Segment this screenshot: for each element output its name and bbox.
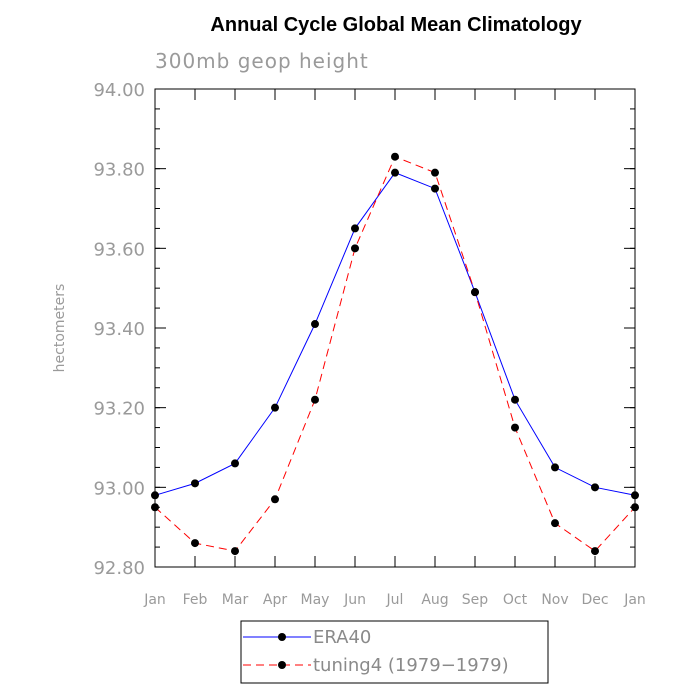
- x-tick-label: Mar: [222, 592, 249, 608]
- legend-box: [240, 620, 549, 684]
- data-point: [391, 168, 399, 177]
- data-point: [351, 244, 359, 253]
- series-layer: [151, 152, 639, 556]
- data-point: [511, 395, 519, 404]
- x-tick-label: Oct: [503, 592, 528, 608]
- data-point: [191, 539, 199, 548]
- data-point: [431, 184, 439, 193]
- data-point: [511, 423, 519, 432]
- x-tick-label: Aug: [421, 592, 448, 608]
- data-point: [551, 463, 559, 472]
- y-tick-labels: 92.80 93.00 93.20 93.40 93.60 93.80 94.00: [93, 80, 145, 579]
- x-tick-label: Nov: [541, 592, 568, 608]
- legend-marker-tuning4: [278, 661, 286, 669]
- x-tick-label: Dec: [581, 592, 608, 608]
- y-tick-label: 93.60: [93, 239, 145, 260]
- data-point: [271, 403, 279, 412]
- y-tick-label: 93.40: [93, 319, 145, 340]
- data-point: [151, 491, 159, 500]
- x-tick-label: Feb: [183, 592, 208, 608]
- data-point: [591, 483, 599, 492]
- y-tick-label: 93.20: [93, 399, 145, 420]
- chart-subtitle: 300mb geop height: [155, 49, 369, 73]
- y-tick-label: 93.80: [93, 160, 145, 181]
- x-tick-label: Jan: [143, 592, 166, 608]
- x-tick-label: May: [301, 592, 330, 608]
- data-point: [351, 224, 359, 233]
- series-line: [154, 172, 636, 496]
- data-point: [631, 503, 639, 512]
- series-tuning4: [151, 152, 639, 556]
- data-point: [591, 547, 599, 556]
- legend-marker-era40: [278, 633, 286, 641]
- data-point: [311, 320, 319, 329]
- data-point: [271, 495, 279, 504]
- y-tick-label: 94.00: [93, 80, 145, 101]
- series-era40: [151, 168, 639, 500]
- data-point: [231, 459, 239, 468]
- data-point: [231, 547, 239, 556]
- x-tick-label: Jan: [623, 592, 646, 608]
- legend-label-tuning4: tuning4 (1979−1979): [313, 655, 509, 676]
- data-point: [151, 503, 159, 512]
- x-tick-label: Jul: [386, 592, 404, 608]
- series-line: [154, 156, 636, 552]
- data-point: [551, 519, 559, 528]
- data-point: [391, 152, 399, 161]
- data-point: [471, 288, 479, 297]
- y-tick-label: 92.80: [93, 558, 145, 579]
- data-point: [431, 168, 439, 177]
- x-tick-label: Sep: [462, 592, 489, 608]
- legend: ERA40 tuning4 (1979−1979): [240, 620, 549, 684]
- legend-label-era40: ERA40: [313, 627, 371, 648]
- x-tick-labels: Jan Feb Mar Apr May Jun Jul Aug Sep Oct Nov Dec Jan: [143, 592, 646, 608]
- data-point: [191, 479, 199, 488]
- data-point: [311, 395, 319, 404]
- data-point: [631, 491, 639, 500]
- y-tick-label: 93.00: [93, 478, 145, 499]
- x-tick-label: Jun: [343, 592, 366, 608]
- y-axis-label: hectometers: [52, 284, 68, 373]
- x-tick-label: Apr: [263, 592, 287, 608]
- chart-title: Annual Cycle Global Mean Climatology: [210, 14, 582, 36]
